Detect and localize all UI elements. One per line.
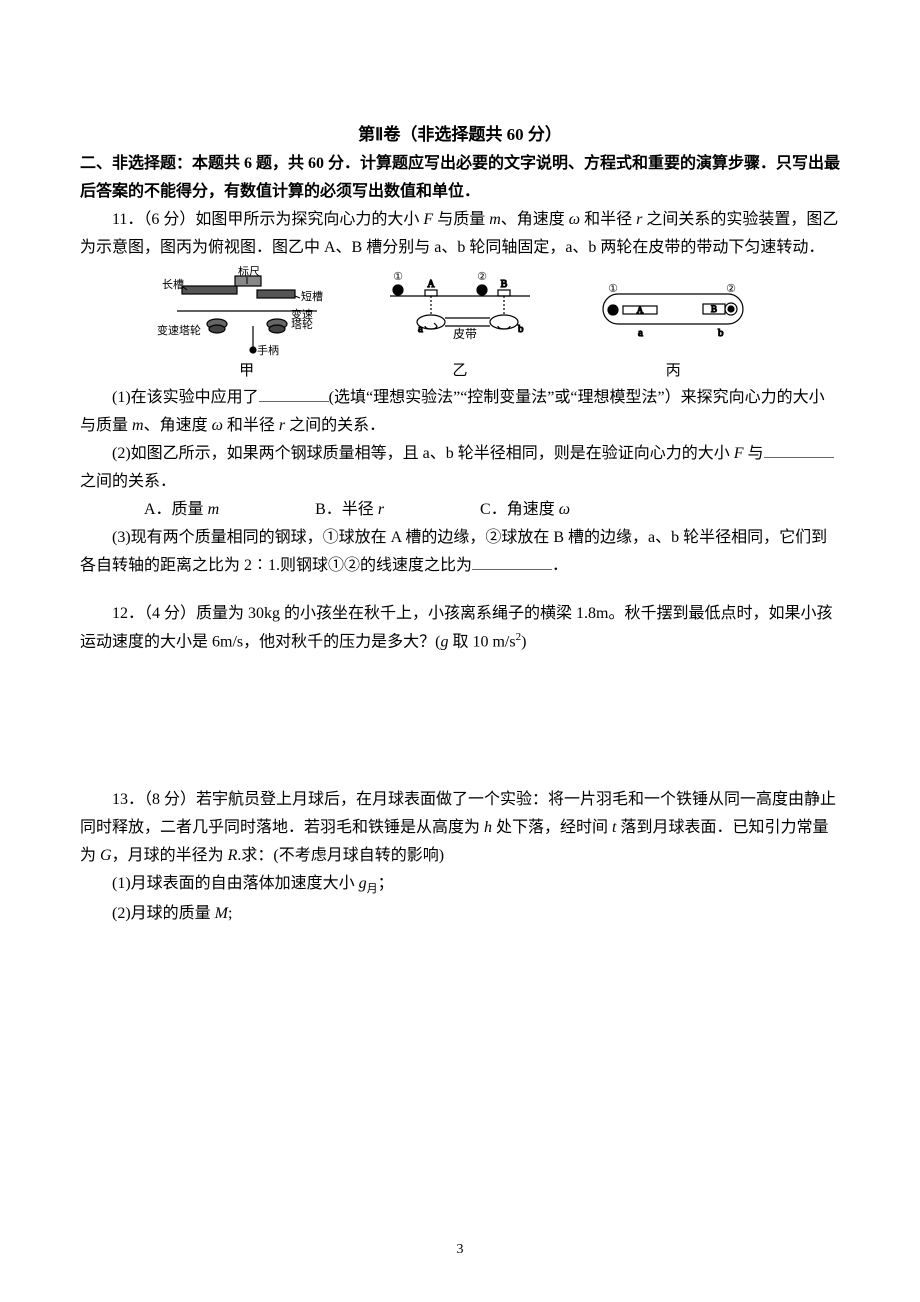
- q11-p3a: (3)现有两个质量相同的钢球，①球放在 A 槽的边缘，②球放在 B 槽的边缘，a…: [80, 529, 827, 574]
- figure-bing-svg: A B a b ① ②: [583, 266, 763, 356]
- q11-stem: 11．（6 分）如图甲所示为探究向心力的大小 F 与质量 m、角速度 ω 和半径…: [80, 206, 840, 262]
- figure-yi: A B a b: [370, 266, 550, 384]
- q11-optB: B．半径 r: [283, 496, 384, 524]
- figure-jia-svg: 标尺 长槽 短槽 变速塔轮 变速 塔轮 手柄: [157, 266, 337, 356]
- figure-bing: A B a b ① ② 丙: [583, 266, 763, 384]
- exam-page: 第Ⅱ卷（非选择题共 60 分） 二、非选择题：本题共 6 题，共 60 分．计算…: [0, 0, 920, 1302]
- section-title: 第Ⅱ卷（非选择题共 60 分）: [80, 120, 840, 150]
- q11-p3b: ．: [552, 557, 568, 574]
- q11-figures: 标尺 长槽 短槽 变速塔轮 变速 塔轮 手柄 甲: [140, 266, 780, 384]
- q11-options: A．质量 m B．半径 r C．角速度 ω: [80, 496, 840, 524]
- q13-part2: (2)月球的质量 M;: [80, 900, 840, 928]
- q11-optA: A．质量 m: [112, 496, 219, 524]
- svg-text:B: B: [711, 304, 717, 314]
- label-circled2-bing: ②: [726, 283, 736, 295]
- svg-text:b: b: [718, 327, 724, 339]
- svg-text:塔轮: 塔轮: [291, 317, 313, 331]
- label-circled1-bing: ①: [608, 283, 618, 295]
- blank-1: [259, 385, 329, 402]
- caption-yi: 乙: [452, 358, 467, 384]
- label-changcao: 长槽: [162, 278, 184, 291]
- spacer-2: [80, 656, 840, 786]
- svg-text:B: B: [501, 279, 508, 290]
- q12-stem: 12．（4 分）质量为 30kg 的小孩坐在秋千上，小孩离系绳子的横梁 1.8m…: [80, 600, 840, 656]
- label-circled1: ①: [393, 271, 403, 283]
- section-instructions: 二、非选择题：本题共 6 题，共 60 分．计算题应写出必要的文字说明、方程式和…: [80, 150, 840, 206]
- svg-text:a: a: [638, 327, 643, 339]
- blank-3: [472, 553, 552, 570]
- figure-jia: 标尺 长槽 短槽 变速塔轮 变速 塔轮 手柄 甲: [157, 266, 337, 384]
- q11-part2: (2)如图乙所示，如果两个钢球质量相等，且 a、b 轮半径相同，则是在验证向心力…: [80, 440, 840, 496]
- svg-text:A: A: [637, 305, 644, 315]
- label-shoubing: 手柄: [257, 343, 279, 356]
- spacer-1: [80, 580, 840, 600]
- label-talun-left: 变速塔轮: [157, 323, 201, 337]
- q11-part1: (1)在该实验中应用了(选填“理想实验法”“控制变量法”或“理想模型法”）来探究…: [80, 384, 840, 440]
- svg-text:b: b: [518, 323, 524, 335]
- q13-part1: (1)月球表面的自由落体加速度大小 g月；: [80, 870, 840, 899]
- q11-p1a: (1)在该实验中应用了: [112, 389, 259, 406]
- label-duancao: 短槽: [301, 289, 323, 303]
- q11-optC: C．角速度 ω: [448, 496, 570, 524]
- q11-part3: (3)现有两个质量相同的钢球，①球放在 A 槽的边缘，②球放在 B 槽的边缘，a…: [80, 524, 840, 580]
- label-circled2: ②: [477, 271, 487, 283]
- svg-text:a: a: [418, 323, 423, 335]
- page-number: 3: [0, 1238, 920, 1263]
- q13-stem: 13．（8 分）若宇航员登上月球后，在月球表面做了一个实验：将一片羽毛和一个铁锤…: [80, 786, 840, 870]
- q11-p2b: 之间的关系．: [80, 473, 176, 490]
- caption-jia: 甲: [239, 358, 254, 384]
- blank-2: [764, 441, 834, 458]
- caption-bing: 丙: [666, 358, 681, 384]
- svg-text:A: A: [427, 279, 435, 290]
- figure-yi-svg: A B a b: [370, 266, 550, 356]
- label-pidai: 皮带: [453, 327, 477, 341]
- label-biaochi: 标尺: [238, 266, 260, 278]
